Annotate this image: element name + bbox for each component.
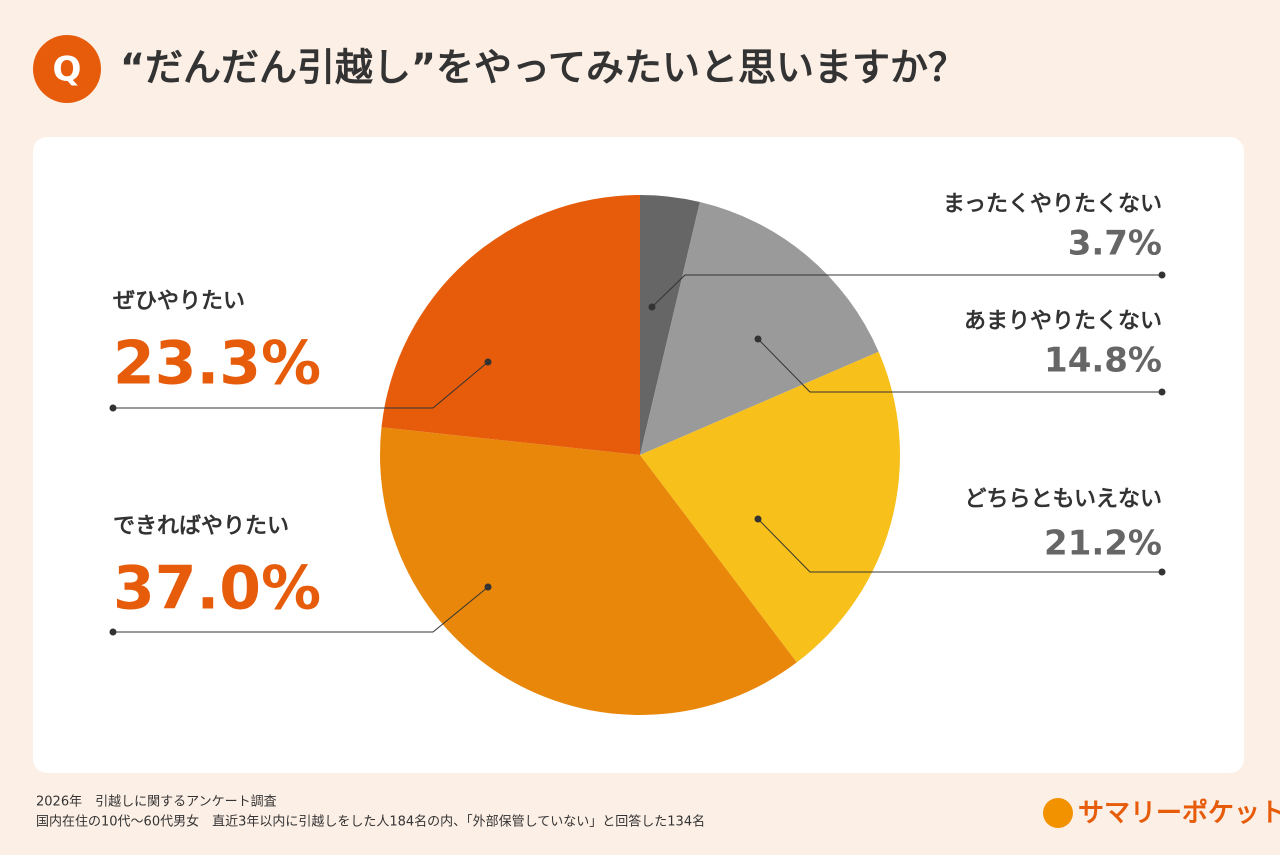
value-label: 23.3% — [113, 329, 321, 399]
leader-dot — [1158, 271, 1166, 279]
leader-dot — [1158, 388, 1166, 396]
badge-circle — [33, 35, 101, 103]
value-label: 3.7% — [1068, 224, 1162, 264]
leader-line — [757, 338, 1162, 393]
category-label: ぜひやりたい — [113, 289, 245, 314]
pie-slice — [381, 195, 640, 455]
value-label: 14.8% — [1044, 341, 1162, 381]
category-label: できればやりたい — [113, 514, 289, 539]
leader-dot — [109, 628, 117, 636]
note: 国内在住の10代～60代男女 直近3年以内に引越しをした人184名の内、「外部保… — [36, 814, 705, 830]
leader-dot — [1158, 568, 1166, 576]
leader-dot — [754, 515, 762, 523]
leader-line — [113, 586, 489, 633]
pie-slice — [640, 351, 900, 663]
pie-slice — [640, 195, 700, 455]
value-label: 21.2% — [1044, 524, 1162, 564]
pie-slice — [640, 201, 879, 455]
category-label: どちらともいえない — [964, 487, 1162, 512]
leader-dot — [109, 404, 117, 412]
pie-slice — [379, 427, 797, 716]
note: 2026年 引越しに関するアンケート調査 — [36, 795, 277, 810]
badge: Q — [53, 50, 82, 90]
leader-line — [113, 361, 489, 409]
leader-line — [651, 274, 1162, 308]
logo: サマリーポケット — [1078, 798, 1280, 829]
leader-dot — [648, 303, 656, 311]
leader-line — [757, 518, 1162, 573]
leader-dot — [754, 335, 762, 343]
leader-dot — [484, 358, 492, 366]
chart-title: “だんだん引越し”をやってみたいと思いますか？ — [120, 46, 966, 90]
category-label: あまりやりたくない — [964, 309, 1162, 334]
logo-icon — [1043, 798, 1073, 828]
category-label: まったくやりたくない — [943, 192, 1162, 217]
leader-dot — [484, 583, 492, 591]
value-label: 37.0% — [113, 554, 321, 624]
